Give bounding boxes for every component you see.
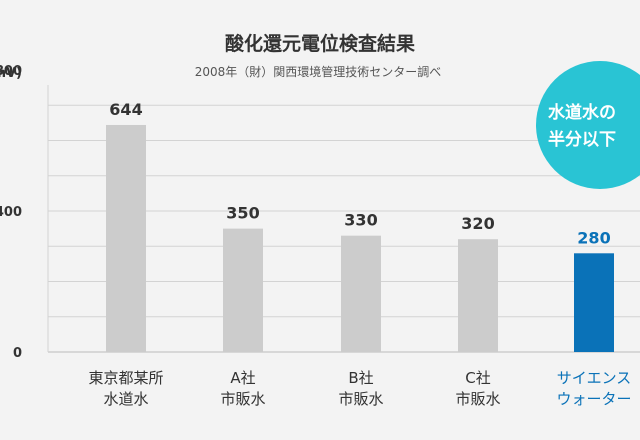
value-label: 350 bbox=[226, 204, 259, 223]
y-axis-unit: (mV) bbox=[0, 66, 22, 81]
annotation-circle bbox=[536, 61, 640, 189]
y-tick-label: 800 bbox=[0, 64, 22, 79]
value-label: 644 bbox=[109, 100, 142, 119]
y-tick-label: 0 bbox=[13, 346, 22, 361]
value-label: 320 bbox=[461, 214, 494, 233]
annotation-text: 水道水の bbox=[548, 102, 616, 123]
y-tick-labels: 0 400 800 bbox=[0, 64, 22, 361]
category-label: 水道水 bbox=[103, 390, 148, 408]
y-tick-label: 400 bbox=[0, 205, 22, 220]
bars bbox=[106, 124, 614, 353]
bar bbox=[223, 228, 263, 352]
annotation-text: 半分以下 bbox=[548, 129, 616, 150]
bar bbox=[574, 253, 614, 352]
category-label: C社 bbox=[465, 369, 490, 387]
bar bbox=[106, 124, 146, 353]
value-label: 330 bbox=[344, 211, 377, 230]
chart-subtitle: 2008年（財）関西環境管理技術センター調べ bbox=[195, 64, 442, 79]
value-labels: 644 350 330 320 280 bbox=[109, 100, 610, 247]
bar bbox=[458, 239, 498, 352]
category-label: 市販水 bbox=[338, 390, 383, 408]
category-label: 市販水 bbox=[220, 390, 265, 408]
category-label: サイエンス bbox=[557, 369, 632, 387]
chart-title: 酸化還元電位検査結果 bbox=[225, 32, 415, 55]
category-label: 市販水 bbox=[455, 390, 500, 408]
category-label: 東京都某所 bbox=[88, 369, 163, 387]
category-label: A社 bbox=[230, 369, 255, 387]
category-label: ウォーター bbox=[556, 390, 631, 408]
category-label: B社 bbox=[348, 369, 373, 387]
bar bbox=[341, 235, 381, 352]
value-label: 280 bbox=[577, 228, 610, 247]
